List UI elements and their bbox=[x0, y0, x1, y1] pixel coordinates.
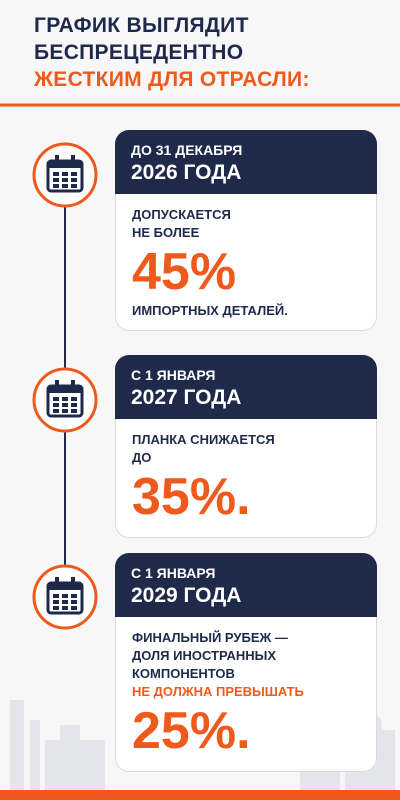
footer-bar bbox=[0, 790, 400, 800]
step-date: ДО 31 ДЕКАБРЯ 2026 ГОДА bbox=[115, 130, 377, 194]
step-card: С 1 ЯНВАРЯ 2027 ГОДА ПЛАНКА СНИЖАЕТСЯ ДО 35%… bbox=[115, 355, 377, 538]
calendar-cell bbox=[53, 403, 59, 407]
calendar-cell bbox=[71, 172, 77, 176]
calendar-cell bbox=[53, 606, 59, 610]
calendar-cell bbox=[62, 403, 68, 407]
calendar-cell bbox=[71, 178, 77, 182]
accent-line: НЕ ДОЛЖНА ПРЕВЫШАТЬ bbox=[132, 684, 304, 699]
calendar-cell bbox=[62, 409, 68, 413]
calendar-cell bbox=[53, 409, 59, 413]
body-line: НЕ БОЛЕЕ bbox=[132, 225, 200, 240]
date-line: 2026 ГОДА bbox=[131, 161, 242, 184]
calendar-cell bbox=[53, 178, 59, 182]
title-line: БЕСПРЕЦЕДЕНТНО bbox=[34, 41, 244, 64]
calendar-ring bbox=[71, 577, 75, 586]
calendar-cell bbox=[53, 594, 59, 598]
body-line: ДО bbox=[132, 450, 152, 465]
step-card: ДО 31 ДЕКАБРЯ 2026 ГОДА ДОПУСКАЕТСЯ НЕ БОЛЕ… bbox=[115, 130, 377, 331]
step-body: ДОПУСКАЕТСЯ НЕ БОЛЕЕ 45% ИМПОРТНЫХ ДЕТАЛЕЙ. bbox=[115, 194, 377, 331]
title-highlight: ЖЕСТКИМ ДЛЯ ОТРАСЛИ: bbox=[34, 68, 310, 91]
body-line: КОМПОНЕНТОВ bbox=[132, 666, 235, 681]
calendar-cell bbox=[53, 600, 59, 604]
calendar-cell bbox=[53, 172, 59, 176]
calendar-cell bbox=[62, 184, 68, 188]
calendar-icon bbox=[32, 564, 98, 630]
date-line: 2027 ГОДА bbox=[131, 386, 242, 409]
calendar-ring bbox=[71, 380, 75, 389]
step-body: ПЛАНКА СНИЖАЕТСЯ ДО 35%. bbox=[115, 419, 377, 538]
date-line: С 1 ЯНВАРЯ bbox=[131, 367, 216, 383]
date-line: С 1 ЯНВАРЯ bbox=[131, 565, 216, 581]
calendar-cell bbox=[62, 594, 68, 598]
share-figure: 25%. bbox=[132, 702, 251, 760]
calendar-ring bbox=[55, 380, 59, 389]
timeline-icons bbox=[32, 142, 98, 630]
body-line: ДОЛЯ ИНОСТРАННЫХ bbox=[132, 648, 277, 663]
calendar-top bbox=[48, 386, 82, 393]
body-line: ДОПУСКАЕТСЯ bbox=[132, 207, 231, 222]
calendar-icon bbox=[32, 367, 98, 433]
title-line: ГРАФИК ВЫГЛЯДИТ bbox=[34, 14, 249, 37]
calendar-top bbox=[48, 161, 82, 168]
body-line: ФИНАЛЬНЫЙ РУБЕЖ — bbox=[132, 630, 288, 645]
body-line: ПЛАНКА СНИЖАЕТСЯ bbox=[132, 432, 275, 447]
calendar-cell bbox=[53, 397, 59, 401]
calendar-cell bbox=[71, 594, 77, 598]
share-figure: 45% bbox=[132, 243, 237, 301]
calendar-cell bbox=[62, 397, 68, 401]
step-date: С 1 ЯНВАРЯ 2029 ГОДА bbox=[115, 553, 377, 617]
calendar-cell bbox=[53, 184, 59, 188]
calendar-cell bbox=[71, 409, 77, 413]
step-body: ФИНАЛЬНЫЙ РУБЕЖ — ДОЛЯ ИНОСТРАННЫХ КОМПОНЕ… bbox=[115, 617, 377, 772]
calendar-cell bbox=[71, 606, 77, 610]
date-line: ДО 31 ДЕКАБРЯ bbox=[131, 142, 243, 158]
step-card: С 1 ЯНВАРЯ 2029 ГОДА ФИНАЛЬНЫЙ РУБЕЖ — ДОЛЯ… bbox=[115, 553, 377, 772]
calendar-ring bbox=[55, 577, 59, 586]
calendar-ring bbox=[71, 155, 75, 164]
calendar-cell bbox=[62, 172, 68, 176]
calendar-cell bbox=[62, 600, 68, 604]
calendar-cell bbox=[71, 397, 77, 401]
calendar-cell bbox=[71, 403, 77, 407]
calendar-cell bbox=[71, 184, 77, 188]
calendar-cell bbox=[62, 178, 68, 182]
calendar-top bbox=[48, 583, 82, 590]
calendar-icon bbox=[32, 142, 98, 208]
step-date: С 1 ЯНВАРЯ 2027 ГОДА bbox=[115, 355, 377, 419]
date-line: 2029 ГОДА bbox=[131, 584, 242, 607]
calendar-ring bbox=[55, 155, 59, 164]
body-line: ИМПОРТНЫХ ДЕТАЛЕЙ. bbox=[132, 303, 288, 318]
share-figure: 35%. bbox=[132, 468, 251, 526]
title: ГРАФИК ВЫГЛЯДИТ БЕСПРЕЦЕДЕНТНО ЖЕСТКИМ ДЛЯ… bbox=[34, 12, 310, 93]
calendar-cell bbox=[71, 600, 77, 604]
calendar-cell bbox=[62, 606, 68, 610]
